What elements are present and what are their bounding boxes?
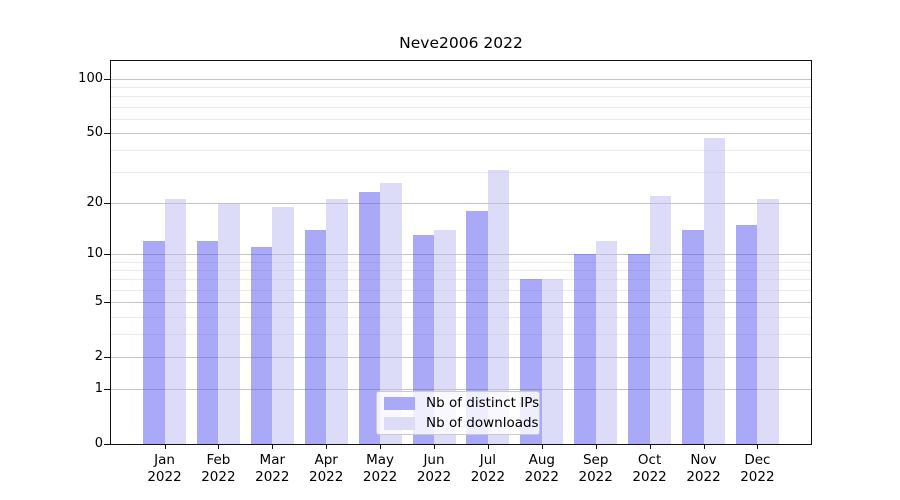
legend-label-downloads: Nb of downloads <box>426 415 539 431</box>
x-tick-mark-dec <box>757 444 759 449</box>
bar-downloads-sep <box>595 240 618 444</box>
bar-downloads-feb <box>218 203 240 444</box>
bar-downloads-dec <box>757 199 779 444</box>
gridline-minor-60 <box>111 118 811 120</box>
gridline-minor-80 <box>111 96 811 98</box>
plot-area: 0 1 2 5 10 20 50 100 Jan 2022 Feb 2022 Mar 2022 Apr 202… <box>78 60 812 485</box>
gridline-minor-3 <box>111 334 811 336</box>
y-tick-label-1: 1 <box>94 381 103 397</box>
legend-item-downloads: Nb of downloads <box>384 415 539 432</box>
bar-downloads-mar <box>272 206 294 444</box>
x-tick-mark-apr <box>326 444 328 449</box>
gridline-major-10 <box>111 254 811 256</box>
x-tick-mark-jan <box>164 444 166 449</box>
bar-distinct-ips-may <box>358 192 381 444</box>
y-tick-mark-5 <box>104 302 111 304</box>
bar-distinct-ips-oct <box>628 254 650 444</box>
x-tick-label-jul: Jul 2022 <box>470 452 506 485</box>
legend-swatch-downloads <box>384 416 415 430</box>
x-tick-mark-nov <box>703 444 705 449</box>
chart-title: Neve2006 2022 <box>399 34 523 52</box>
legend-item-distinct-ips: Nb of distinct IPs <box>384 395 539 412</box>
x-tick-label-oct: Oct 2022 <box>632 452 667 485</box>
bar-downloads-aug <box>541 279 564 444</box>
x-tick-label-jun: Jun 2022 <box>416 452 452 485</box>
gridline-minor-90 <box>111 86 811 88</box>
x-tick-mark-may <box>380 444 382 449</box>
y-tick-mark-50 <box>104 132 111 134</box>
gridline-major-1 <box>111 389 811 391</box>
bar-downloads-jun <box>434 229 456 444</box>
x-tick-mark-jul <box>487 444 489 449</box>
gridline-minor-9 <box>111 261 811 263</box>
gridline-minor-30 <box>111 172 811 174</box>
gridline-minor-4 <box>111 316 811 318</box>
gridline-minor-7 <box>111 279 811 281</box>
bar-downloads-nov <box>703 137 725 444</box>
bar-downloads-jul <box>487 169 510 444</box>
x-tick-label-sep: Sep 2022 <box>578 452 613 485</box>
y-tick-label-50: 50 <box>86 124 103 140</box>
bar-distinct-ips-jul <box>466 210 488 444</box>
gridline-minor-40 <box>111 150 811 151</box>
bar-distinct-ips-nov <box>682 229 704 444</box>
gridline-major-100 <box>111 78 811 80</box>
bar-downloads-may <box>380 183 402 444</box>
x-tick-label-jan: Jan 2022 <box>147 452 182 485</box>
gridline-minor-8 <box>111 270 811 271</box>
y-tick-label-100: 100 <box>78 70 103 86</box>
bar-distinct-ips-dec <box>735 224 758 444</box>
bar-downloads-jan <box>164 199 186 444</box>
legend-label-distinct-ips: Nb of distinct IPs <box>426 395 540 411</box>
x-tick-mark-aug <box>541 444 543 449</box>
x-tick-label-dec: Dec 2022 <box>740 452 775 485</box>
y-tick-label-5: 5 <box>94 294 103 310</box>
y-tick-label-10: 10 <box>86 246 103 262</box>
gridline-major-20 <box>111 203 811 204</box>
x-tick-label-may: May 2022 <box>362 452 398 485</box>
x-tick-label-mar: Mar 2022 <box>255 452 290 485</box>
x-tick-mark-mar <box>272 444 274 449</box>
gridline-minor-70 <box>111 106 811 108</box>
bar-distinct-ips-mar <box>250 247 273 444</box>
x-tick-mark-oct <box>649 444 651 449</box>
bar-distinct-ips-feb <box>196 240 219 444</box>
legend: Nb of distinct IPs Nb of downloads <box>376 391 540 435</box>
bar-distinct-ips-apr <box>304 229 327 444</box>
x-tick-label-apr: Apr 2022 <box>309 452 344 485</box>
y-tick-mark-0 <box>104 444 111 445</box>
x-tick-label-aug: Aug 2022 <box>524 452 559 485</box>
y-tick-mark-100 <box>104 78 111 80</box>
y-tick-label-20: 20 <box>86 195 103 210</box>
bar-downloads-apr <box>326 199 348 444</box>
x-tick-mark-sep <box>595 444 597 449</box>
y-tick-mark-20 <box>104 203 111 204</box>
bar-downloads-oct <box>649 195 672 444</box>
bar-distinct-ips-sep <box>574 254 596 444</box>
gridline-minor-6 <box>111 289 811 291</box>
y-tick-mark-1 <box>104 389 111 391</box>
x-tick-label-feb: Feb 2022 <box>201 452 236 485</box>
y-tick-mark-10 <box>104 254 111 256</box>
y-tick-label-0: 0 <box>94 436 103 451</box>
bar-distinct-ips-jan <box>143 240 165 444</box>
x-tick-mark-jun <box>434 444 435 449</box>
legend-swatch-distinct-ips <box>384 396 415 410</box>
y-tick-label-2: 2 <box>94 349 103 364</box>
x-tick-mark-feb <box>218 444 220 449</box>
gridline-major-2 <box>111 357 811 358</box>
y-tick-mark-2 <box>104 357 111 358</box>
gridline-major-5 <box>111 302 811 304</box>
x-tick-label-nov: Nov 2022 <box>686 452 721 485</box>
gridline-major-50 <box>111 132 811 134</box>
